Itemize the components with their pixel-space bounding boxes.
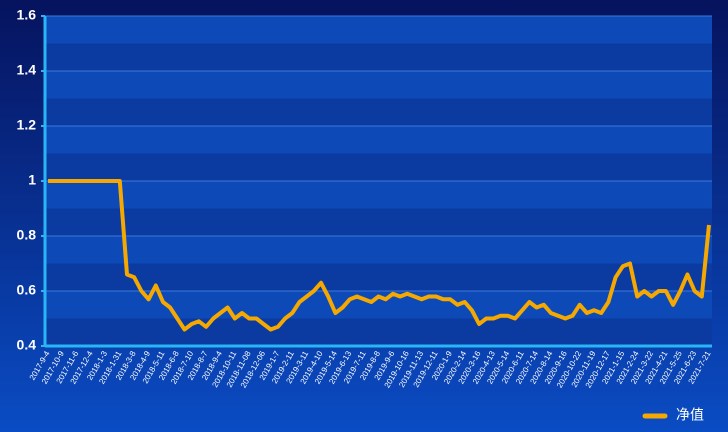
plot-band xyxy=(45,318,712,346)
y-tick-label: 1 xyxy=(28,172,36,188)
y-tick-label: 0.6 xyxy=(17,282,37,298)
plot-band xyxy=(45,181,712,209)
legend-label: 净值 xyxy=(676,407,704,423)
line xyxy=(48,179,711,332)
y-tick-label: 0.8 xyxy=(17,227,37,243)
plot-band xyxy=(45,16,712,44)
plot-band xyxy=(45,98,712,126)
plot-band xyxy=(45,71,712,99)
plot-band xyxy=(45,208,712,236)
y-tick-label: 1.4 xyxy=(17,62,37,78)
plot-band xyxy=(45,43,712,71)
y-tick-label: 1.2 xyxy=(17,117,37,133)
y-tick-label: 0.4 xyxy=(17,337,37,353)
y-tick-label: 1.6 xyxy=(17,7,37,23)
plot-band xyxy=(45,126,712,154)
plot-band xyxy=(45,153,712,181)
plot-band xyxy=(45,236,712,264)
